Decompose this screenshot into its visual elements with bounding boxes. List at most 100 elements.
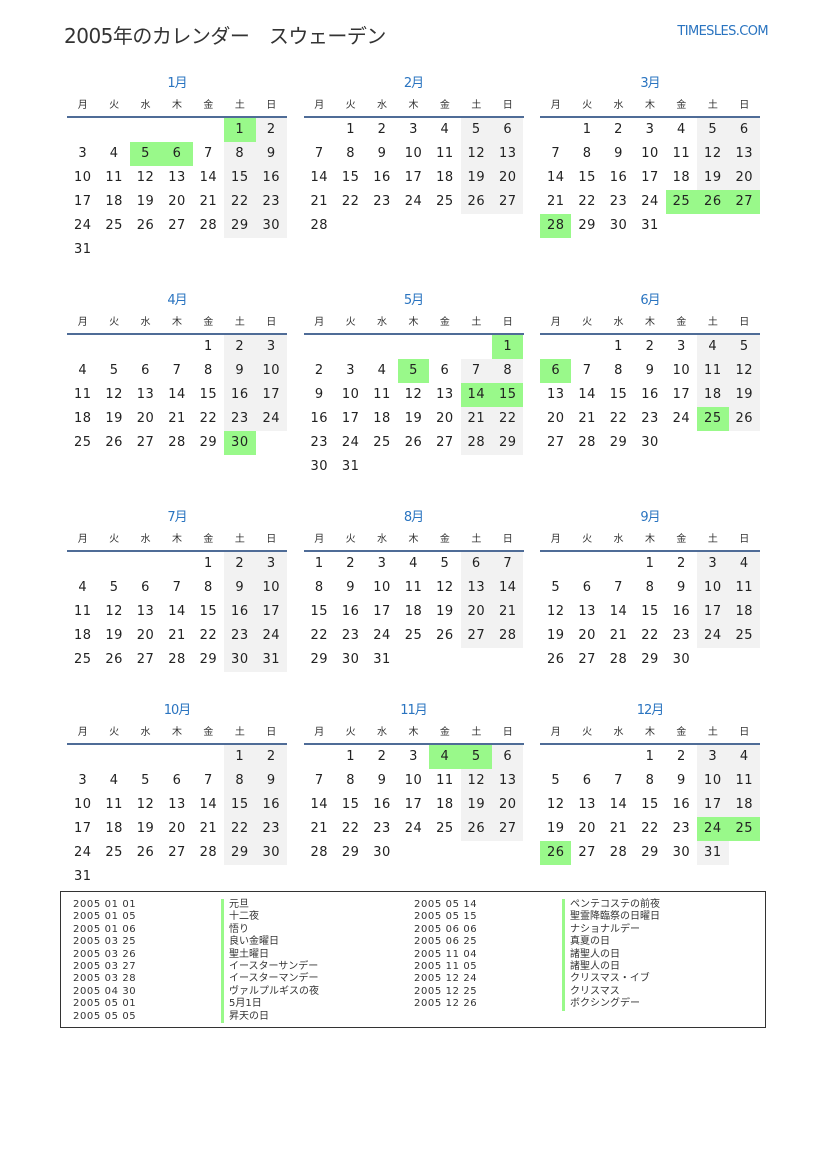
day-cell: 29 xyxy=(641,845,659,860)
day-cell: 21 xyxy=(168,411,186,426)
day-cell: 1 xyxy=(314,556,324,571)
day-cell: 21 xyxy=(609,628,628,643)
day-cell: 2 xyxy=(645,339,655,354)
weekday-label: 火 xyxy=(345,534,356,545)
day-cell: 17 xyxy=(255,600,287,624)
day-cell: 1 xyxy=(645,556,655,571)
holiday-item: 2005 06 06 ナショナルデー xyxy=(414,923,660,937)
day-cell: 22 xyxy=(341,821,360,836)
holiday-item: 2005 11 04 諸聖人の日 xyxy=(414,948,660,961)
day-cell: 5 xyxy=(440,556,450,571)
day-cell: 17 xyxy=(672,387,691,402)
weekday-label: 土 xyxy=(234,100,245,111)
weekday-label: 火 xyxy=(582,317,593,328)
day-cell: 2 xyxy=(614,122,623,137)
day-cell: 16 xyxy=(373,170,391,185)
weekday-label: 日 xyxy=(739,534,750,545)
holiday-date: 2005 12 24 xyxy=(414,973,478,985)
day-cell: 8 xyxy=(314,580,324,595)
day-cell: 23 xyxy=(224,624,256,648)
day-cell: 9 xyxy=(377,146,387,161)
weekday-label: 土 xyxy=(234,534,245,545)
day-cell xyxy=(98,238,129,262)
holiday-day-cell: 28 xyxy=(540,214,572,238)
day-cell: 28 xyxy=(168,435,186,450)
brand-link[interactable]: TIMESLES.COM xyxy=(677,24,768,39)
day-cell: 11 xyxy=(73,387,92,402)
holiday-item: 2005 12 25 クリスマス xyxy=(414,985,660,999)
month-7: 7月月火水木金土日 1 2 3 4 5 6 7 8 9 10 11 12 13 14 15 16 17 18 19 20… xyxy=(67,507,287,672)
day-cell: 25 xyxy=(436,194,454,209)
month-title: 1月 xyxy=(167,76,187,91)
weekday-header: 月火水木金土日 xyxy=(303,529,524,552)
day-cell: 20 xyxy=(492,166,524,190)
week-row: 12 13 14 15 16 17 18 xyxy=(540,600,760,624)
day-cell xyxy=(697,648,728,672)
day-cell xyxy=(98,335,129,359)
week-row: 31 xyxy=(67,865,287,889)
holiday-date: 2005 05 15 xyxy=(414,911,478,923)
weekday-header: 月火水木金土日 xyxy=(303,95,524,118)
month-title: 2月 xyxy=(403,76,424,91)
holiday-day-cell: 27 xyxy=(728,190,760,214)
weekday-label: 火 xyxy=(109,534,120,545)
day-cell xyxy=(461,841,492,865)
weekday-label: 日 xyxy=(266,534,277,545)
day-cell: 14 xyxy=(168,387,186,402)
day-cell xyxy=(161,335,192,359)
day-cell xyxy=(256,865,287,889)
weekday-label: 月 xyxy=(314,727,325,738)
holiday-date: 2005 11 04 xyxy=(414,948,478,960)
day-cell: 16 xyxy=(224,600,256,624)
holiday-name: イースターサンデー xyxy=(221,960,318,974)
day-cell xyxy=(398,214,429,238)
day-cell: 14 xyxy=(199,797,218,812)
day-cell: 31 xyxy=(641,218,659,233)
holiday-name: ボクシングデー xyxy=(562,998,640,1011)
day-cell: 31 xyxy=(697,841,729,865)
day-cell: 26 xyxy=(105,435,123,450)
holiday-date: 2005 11 05 xyxy=(414,960,478,972)
day-cell: 7 xyxy=(492,552,524,576)
holiday-item: 2005 04 30 ヴァルプルギスの夜 xyxy=(73,985,319,999)
day-cell: 23 xyxy=(373,821,391,836)
day-cell: 20 xyxy=(436,411,454,426)
day-cell: 6 xyxy=(492,118,524,142)
day-cell: 19 xyxy=(546,628,565,643)
day-cell: 18 xyxy=(728,793,760,817)
weekday-label: 木 xyxy=(408,100,419,111)
day-cell: 10 xyxy=(373,580,391,595)
day-cell: 27 xyxy=(492,190,524,214)
week-row: 4 5 6 7 8 9 10 xyxy=(67,576,287,600)
weekday-label: 月 xyxy=(314,317,325,328)
day-cell: 9 xyxy=(224,359,256,383)
day-cell: 9 xyxy=(255,769,287,793)
day-cell: 11 xyxy=(436,146,454,161)
holiday-day-cell: 30 xyxy=(224,431,256,455)
day-cell: 3 xyxy=(255,335,287,359)
day-cell: 6 xyxy=(728,118,760,142)
day-cell: 12 xyxy=(460,769,493,793)
day-cell: 1 xyxy=(346,749,356,764)
day-cell: 6 xyxy=(141,363,150,378)
holiday-day-cell: 26 xyxy=(540,841,572,865)
weekday-label: 火 xyxy=(109,100,120,111)
day-cell: 10 xyxy=(404,146,423,161)
day-cell: 23 xyxy=(255,190,287,214)
holiday-item: 2005 05 01 5月1日 xyxy=(73,998,319,1011)
holiday-day-cell: 5 xyxy=(460,745,493,769)
day-cell: 17 xyxy=(641,170,659,185)
day-cell xyxy=(366,335,397,359)
day-cell: 28 xyxy=(310,845,328,860)
day-cell: 27 xyxy=(436,435,454,450)
holiday-date: 2005 03 27 xyxy=(73,960,137,972)
day-cell: 3 xyxy=(377,556,387,571)
week-row: 17 18 19 20 21 22 23 xyxy=(67,190,287,214)
day-cell: 30 xyxy=(672,845,691,860)
month-5: 5月月火水木金土日 1 2 3 4 5 6 7 8 9 10 11 12 13 14 15 16 17 18 19 20… xyxy=(303,290,524,479)
day-cell xyxy=(130,238,161,262)
week-row: 25 26 27 28 29 30 31 xyxy=(67,648,287,672)
day-cell: 2 xyxy=(377,122,387,137)
